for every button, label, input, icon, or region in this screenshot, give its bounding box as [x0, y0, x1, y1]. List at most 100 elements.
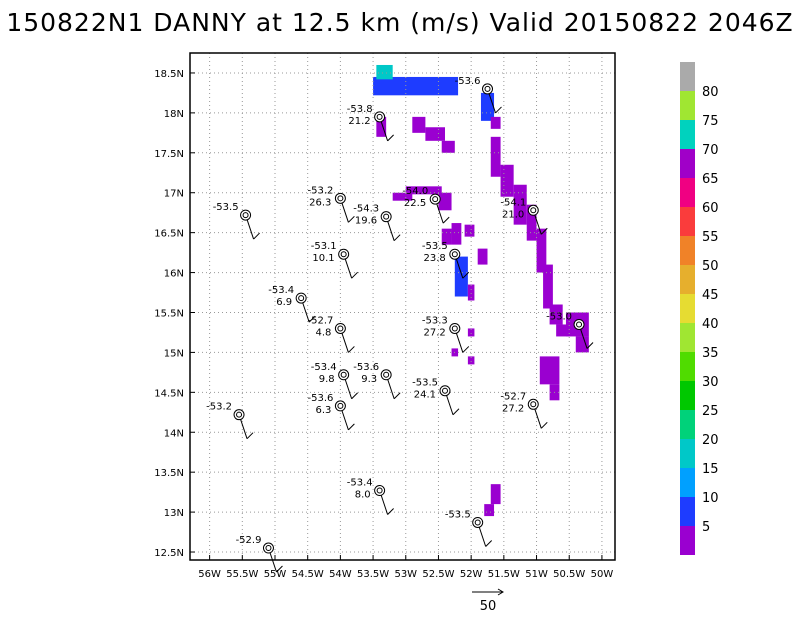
station: -52.74.8	[308, 315, 355, 353]
colorbar-swatch	[680, 62, 695, 91]
station-marker-outer	[527, 204, 539, 216]
station-marker-outer	[449, 248, 461, 260]
wind-barb-flag	[348, 423, 355, 431]
wind-barb-flag	[586, 342, 594, 349]
wind-barb-flag	[348, 215, 355, 223]
station-label-speed: 27.2	[424, 327, 446, 338]
station-label-pressure: -53.4	[347, 478, 373, 489]
station-markers: -52.9-53.5-53.48.0-53.2-53.66.3-53.49.8-…	[206, 76, 594, 573]
station-label-pressure: -52.7	[500, 391, 526, 402]
station-marker-inner	[484, 85, 491, 92]
wind-speed-cell	[539, 356, 560, 385]
station-label-speed: 21.0	[502, 209, 524, 220]
y-tick-label: 13N	[164, 508, 184, 519]
station-label-speed: 8.0	[355, 490, 371, 501]
y-tick-label: 15.5N	[154, 308, 184, 319]
wind-speed-cell	[526, 204, 537, 241]
x-tick-label: 55W	[264, 569, 287, 580]
colorbar-label: 65	[702, 172, 719, 187]
station-marker-outer	[449, 322, 461, 334]
station-marker-outer	[472, 516, 484, 528]
station-label-pressure: -53.5	[213, 202, 239, 213]
station-label-speed: 24.1	[414, 390, 436, 401]
wind-speed-cell	[392, 192, 413, 201]
colorbar-swatch	[680, 526, 695, 555]
station: -53.523.8	[422, 241, 470, 279]
y-tick-label: 18N	[164, 109, 184, 120]
station-marker-inner	[383, 371, 390, 378]
station: -53.327.2	[422, 315, 470, 353]
x-tick-label: 54W	[329, 569, 352, 580]
colorbar-swatch	[680, 497, 695, 526]
station-label-pressure: -53.2	[308, 185, 334, 196]
colorbar-label: 40	[702, 317, 719, 332]
station-marker-inner	[340, 251, 347, 258]
colorbar-label: 60	[702, 201, 719, 216]
station-label-speed: 10.1	[312, 253, 334, 264]
station-marker-inner	[451, 251, 458, 258]
wind-barb-flag	[387, 134, 394, 142]
y-tick-label: 16.5N	[154, 229, 184, 240]
station-marker-outer	[527, 398, 539, 410]
wind-barb-flag	[485, 540, 493, 547]
colorbar-label: 15	[702, 462, 719, 477]
wind-speed-cell	[543, 264, 553, 309]
station: -53.48.0	[347, 478, 394, 515]
wind-barb-flag	[540, 227, 548, 235]
colorbar-label: 5	[702, 520, 710, 535]
wind-barb-flag	[393, 392, 401, 400]
station-label-pressure: -53.0	[546, 311, 572, 322]
colorbar-label: 20	[702, 433, 719, 448]
wind-speed-cell	[441, 140, 455, 153]
x-tick-label: 51.5W	[488, 569, 520, 580]
wind-barb-flag	[540, 421, 548, 429]
wind-barb-flag	[348, 346, 355, 353]
colorbar: 5 10 15 20 25 30 35 40 45 50 55 60 65 70 75 80	[680, 62, 719, 555]
station: -53.49.8	[311, 362, 359, 400]
y-tick-label: 18.5N	[154, 69, 184, 80]
colorbar-label: 75	[702, 114, 719, 129]
colorbar-label: 45	[702, 288, 719, 303]
station-marker-outer	[573, 318, 585, 330]
station: -53.69.3	[353, 362, 401, 400]
x-tick-label: 54.5W	[292, 569, 324, 580]
wind-speed-cell	[412, 116, 426, 133]
wind-speed-cell	[405, 186, 442, 195]
wind-speed-cell	[441, 228, 452, 245]
station-marker-outer	[240, 209, 252, 221]
wind-barb-flag	[442, 216, 450, 224]
station-label-pressure: -54.3	[353, 204, 379, 215]
station-marker-inner	[376, 487, 383, 494]
station-label-pressure: -53.6	[308, 393, 334, 404]
x-tick-label: 51W	[525, 569, 548, 580]
station-marker-outer	[338, 369, 350, 381]
plot-frame	[189, 52, 616, 561]
colorbar-swatch	[680, 178, 695, 207]
y-tick-label: 14N	[164, 428, 184, 439]
station-marker-outer	[295, 292, 307, 304]
colorbar-swatch	[680, 410, 695, 439]
y-tick-label: 13.5N	[154, 468, 184, 479]
station: -53.524.1	[412, 378, 460, 416]
station-label-pressure: -52.7	[308, 315, 334, 326]
wind-speed-cell	[480, 92, 495, 121]
station-label-pressure: -53.6	[353, 362, 379, 373]
wind-barb-flag	[393, 234, 401, 242]
station-label-pressure: -53.4	[268, 285, 294, 296]
station: -53.5	[445, 509, 493, 547]
wind-speed-cell	[376, 64, 393, 80]
station-marker-inner	[530, 401, 537, 408]
y-tick-label: 16N	[164, 269, 184, 280]
station-marker-inner	[265, 545, 272, 552]
wind-speed-cell	[464, 224, 475, 237]
station-marker-inner	[383, 213, 390, 220]
colorbar-swatch	[680, 149, 695, 178]
wind-speed-cell	[467, 284, 475, 301]
y-tick-label: 17.5N	[154, 149, 184, 160]
wind-speed-cell	[490, 116, 501, 129]
station-marker-outer	[429, 193, 441, 205]
wind-speed-cell	[376, 116, 387, 137]
station-label-pressure: -52.9	[236, 535, 262, 546]
wind-speed-cell	[454, 256, 468, 297]
station-label-pressure: -53.5	[445, 509, 471, 520]
